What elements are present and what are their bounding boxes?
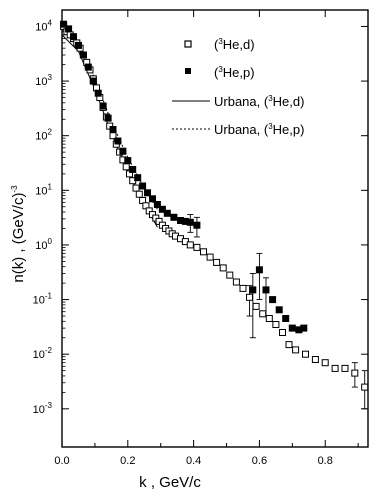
he-d-point <box>341 364 349 372</box>
he-d-point <box>265 315 273 322</box>
he-p-point <box>70 33 77 41</box>
x-tick-label: 0.0 <box>54 455 69 467</box>
x-axis-ticks: 0.0 0.2 0.4 0.6 0.8 <box>54 10 359 467</box>
he-p-point <box>275 306 283 314</box>
he-d-point <box>122 163 130 171</box>
x-axis-title: k , GeV/c <box>139 474 201 491</box>
he-d-point <box>252 302 260 310</box>
he-p-point <box>60 20 68 28</box>
he-d-point <box>361 383 369 391</box>
he-p-point <box>158 205 166 213</box>
legend-filled-square-marker <box>185 68 191 74</box>
he-d-point <box>285 341 293 349</box>
he-d-point <box>226 271 234 279</box>
he-d-point <box>292 346 300 354</box>
y-tick-label: 10-3 <box>33 401 53 416</box>
he-d-point <box>213 258 221 266</box>
he-p-point <box>262 286 270 294</box>
he-p-point <box>114 137 122 145</box>
legend: (3He,d) (3He,p) Urbana, (3He,d) Urbana, … <box>172 37 304 137</box>
he-p-point <box>149 195 156 203</box>
he-d-point <box>200 248 207 256</box>
he-d-point <box>132 184 140 192</box>
he-p-point <box>249 286 257 294</box>
data-points <box>60 20 369 391</box>
he-p-point <box>79 51 87 59</box>
he-d-point <box>193 243 201 251</box>
he-p-point <box>75 41 82 49</box>
y-tick-label: 100 <box>35 237 52 252</box>
x-tick-label: 0.6 <box>252 455 267 467</box>
he-p-point <box>170 213 178 221</box>
he-d-point <box>232 278 240 286</box>
he-p-point <box>193 221 201 229</box>
he-d-point <box>246 293 253 301</box>
y-axis-title-exponent: -3 <box>10 185 19 193</box>
he-p-point <box>104 114 112 122</box>
he-d-point <box>239 284 247 292</box>
y-axis-ticks: 10-3 10-2 10-1 100 101 102 103 104 <box>33 9 368 416</box>
he-p-point <box>119 147 127 155</box>
he-p-point <box>124 157 132 165</box>
y-tick-label: 101 <box>35 182 52 197</box>
legend-label-he-p: (3He,p) <box>214 65 255 80</box>
he-d-point <box>135 190 143 198</box>
he-p-point <box>163 209 171 217</box>
he-d-point <box>331 364 339 372</box>
he-d-point <box>259 310 267 318</box>
he-d-point <box>321 359 329 367</box>
he-p-point <box>186 218 194 226</box>
he-d-point <box>206 253 214 261</box>
he-d-point <box>302 350 309 358</box>
he-d-point <box>311 356 319 363</box>
y-tick-label: 10-2 <box>33 346 53 361</box>
he-p-point <box>255 266 263 274</box>
he-p-point <box>139 182 147 190</box>
he-p-point <box>65 25 73 33</box>
he-p-point <box>144 189 151 197</box>
he-p-point <box>282 315 290 322</box>
he-p-point <box>134 174 142 182</box>
y-axis-title: n(k) , (GeV/c)-3 <box>10 185 27 283</box>
he-p-point <box>269 296 277 304</box>
he-p-point <box>89 77 97 85</box>
y-tick-label: 10-1 <box>33 292 53 307</box>
he-d-point <box>219 264 227 272</box>
he-d-point <box>186 241 194 249</box>
he-p-point <box>153 201 161 208</box>
legend-label-he-d: (3He,d) <box>214 37 255 52</box>
x-tick-label: 0.2 <box>120 455 135 467</box>
he-p-point <box>109 126 117 133</box>
y-tick-label: 103 <box>35 73 52 88</box>
x-tick-label: 0.8 <box>318 455 333 467</box>
he-p-point <box>288 324 296 332</box>
legend-label-urbana-he-p: Urbana, (3He,p) <box>214 122 304 137</box>
y-axis-title-text: n(k) , (GeV/c) <box>10 193 27 283</box>
he-p-point <box>94 89 102 97</box>
he-p-point <box>129 166 137 173</box>
y-tick-label: 104 <box>35 18 52 33</box>
he-p-point <box>300 324 308 332</box>
legend-open-square-marker <box>184 40 192 48</box>
legend-label-urbana-he-d: Urbana, (3He,d) <box>214 94 304 109</box>
x-tick-label: 0.4 <box>186 455 201 467</box>
y-tick-label: 102 <box>35 128 52 143</box>
he-d-point <box>279 329 286 336</box>
he-p-point <box>84 63 92 71</box>
he-p-point <box>99 102 107 110</box>
he-d-point <box>272 321 280 328</box>
he-d-point <box>351 369 359 377</box>
